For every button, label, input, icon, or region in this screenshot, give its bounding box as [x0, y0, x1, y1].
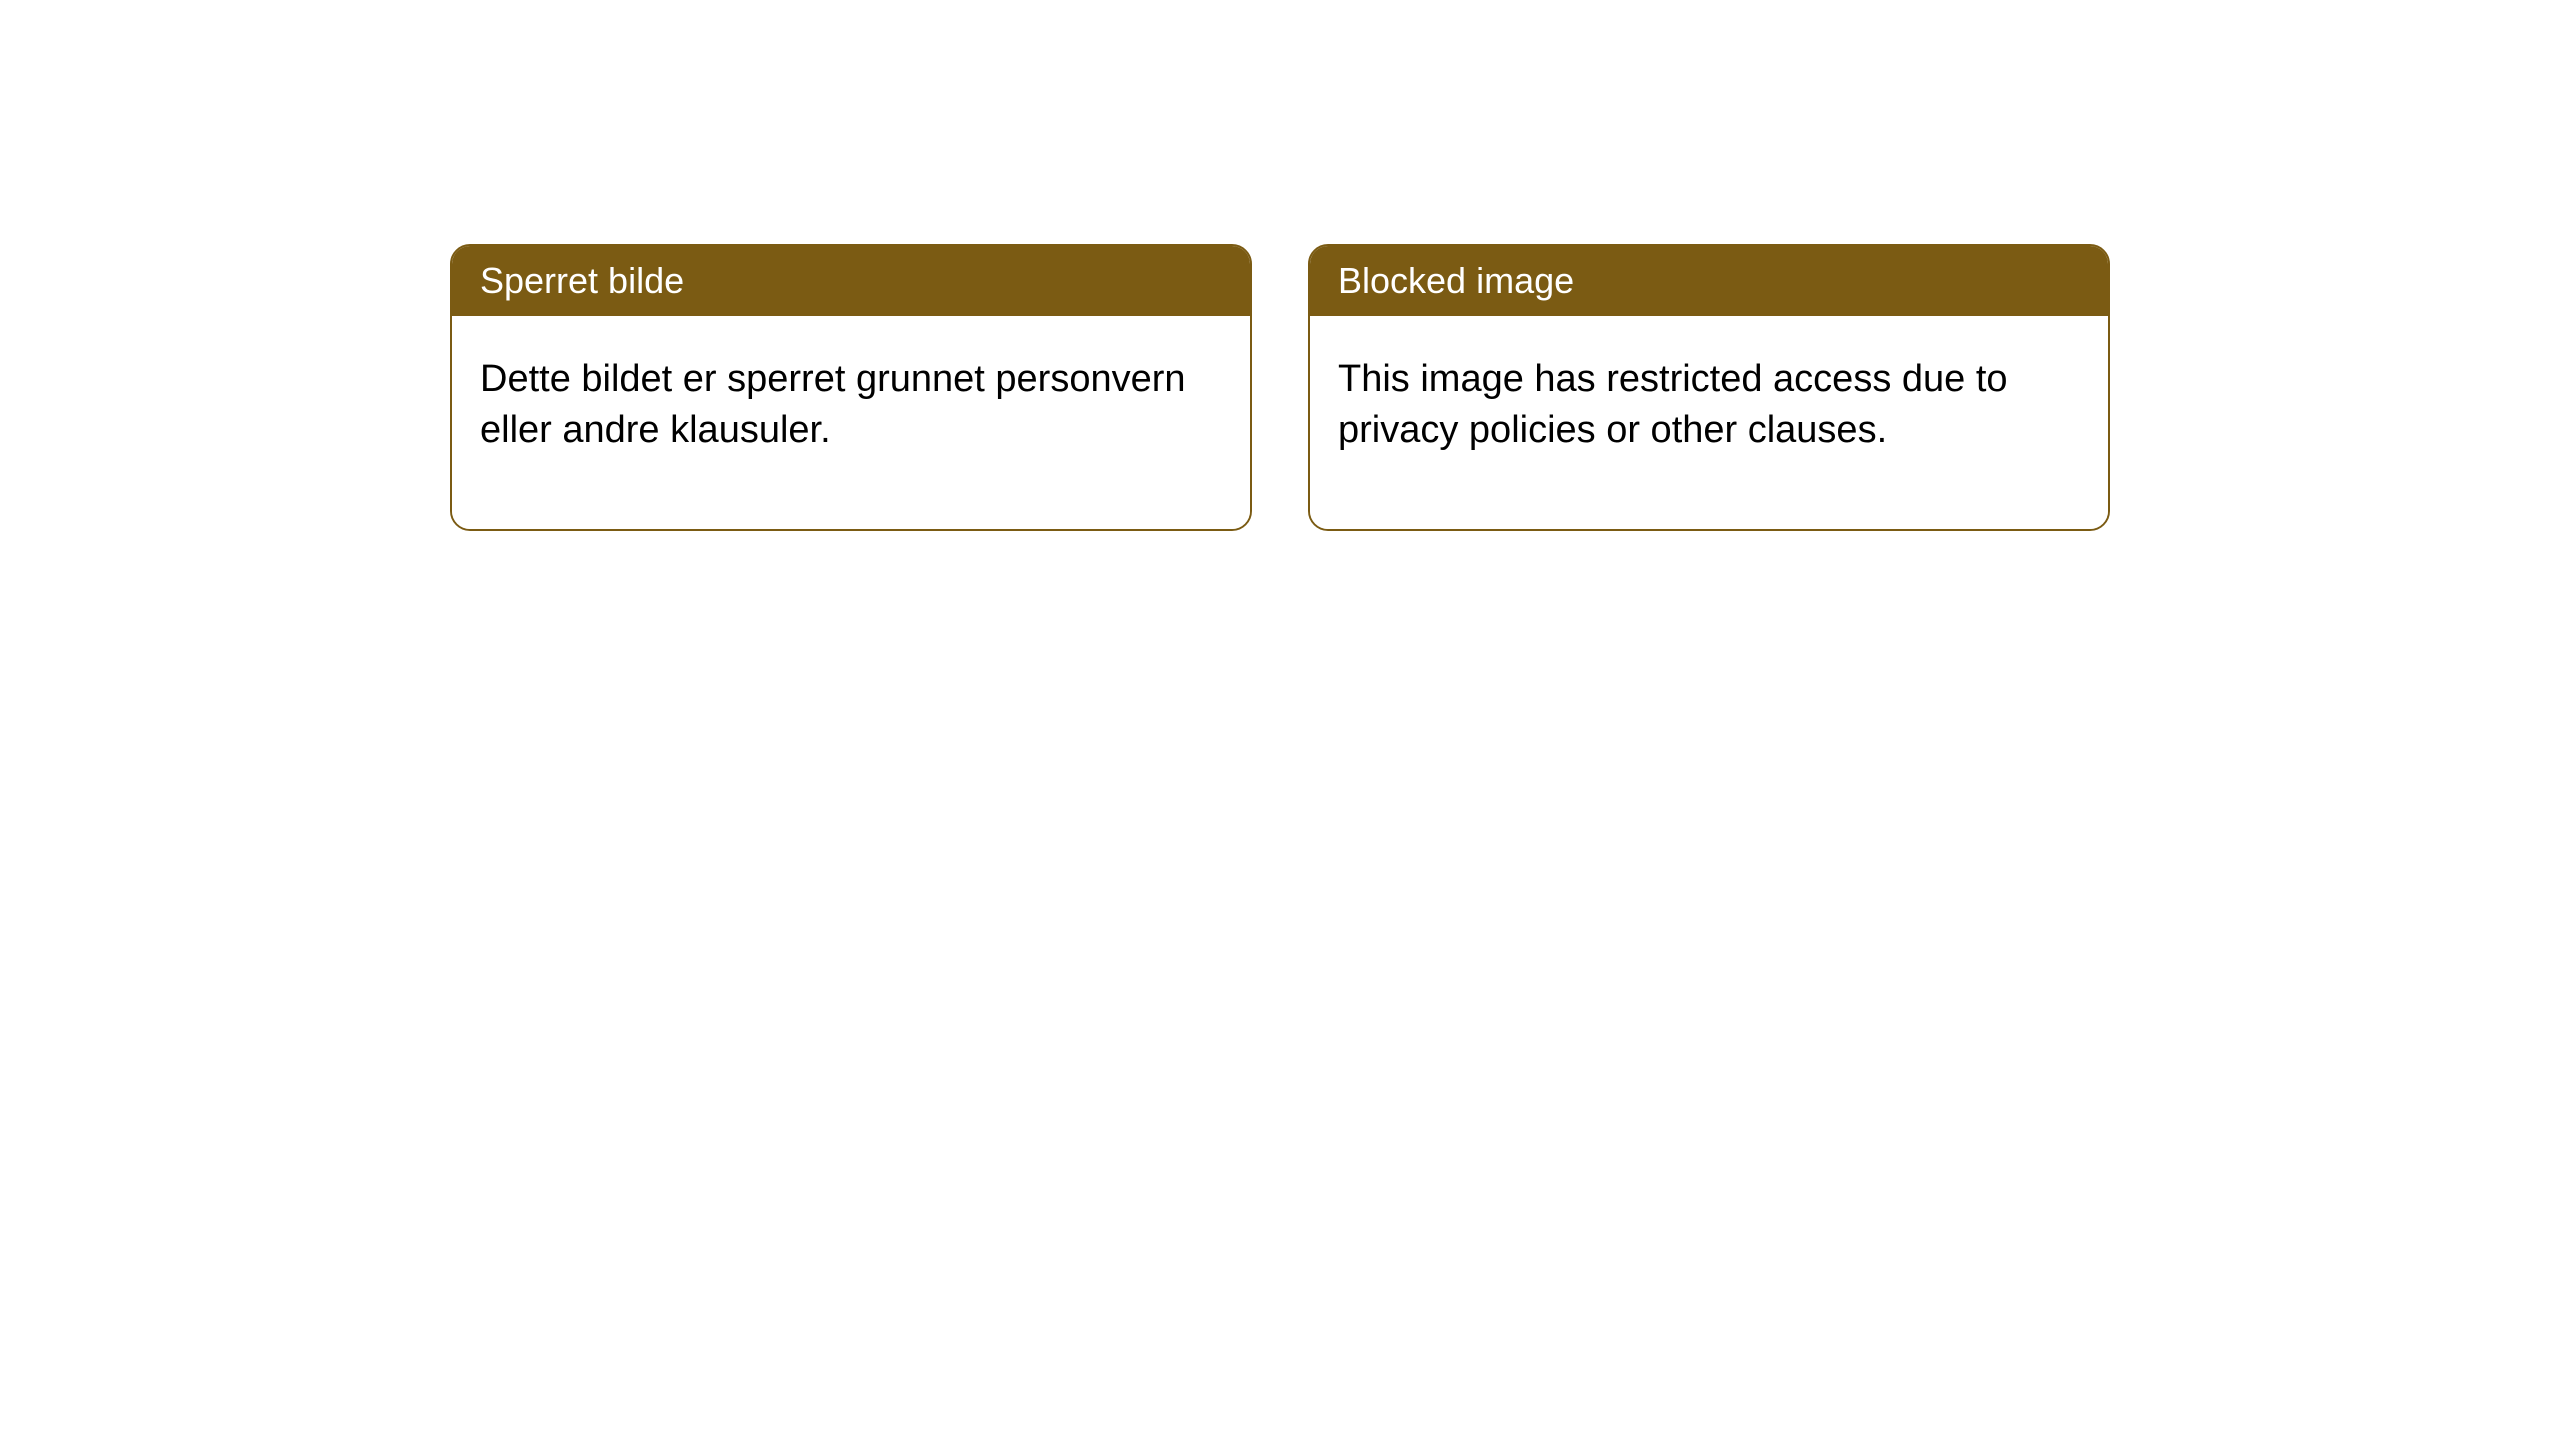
notice-card-norwegian: Sperret bilde Dette bildet er sperret gr… — [450, 244, 1252, 531]
card-title: Blocked image — [1310, 246, 2108, 316]
card-body-text: This image has restricted access due to … — [1310, 316, 2108, 529]
notice-cards-container: Sperret bilde Dette bildet er sperret gr… — [450, 244, 2110, 531]
card-title: Sperret bilde — [452, 246, 1250, 316]
card-body-text: Dette bildet er sperret grunnet personve… — [452, 316, 1250, 529]
notice-card-english: Blocked image This image has restricted … — [1308, 244, 2110, 531]
